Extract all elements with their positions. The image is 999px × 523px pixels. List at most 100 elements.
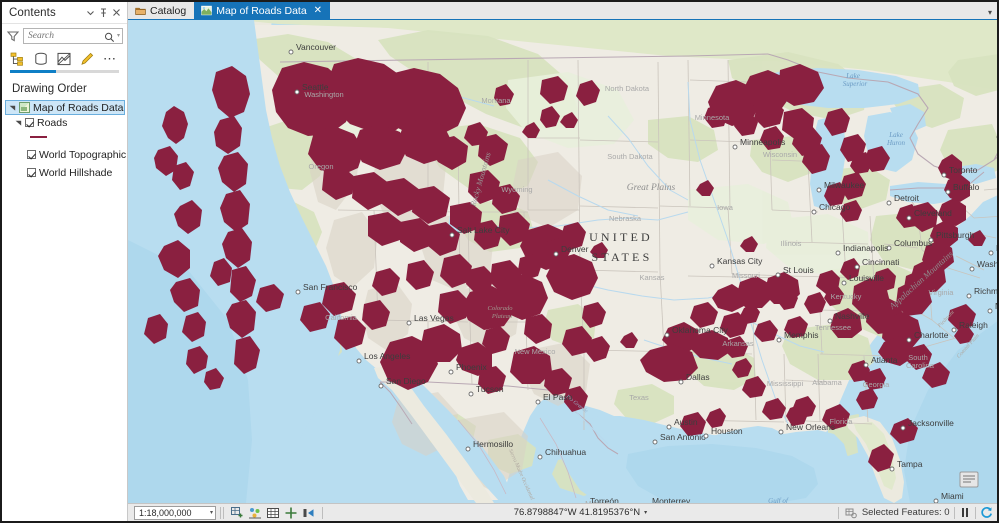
state-label: Iowa bbox=[717, 203, 734, 212]
selection-tool-icon[interactable] bbox=[230, 506, 244, 520]
city-marker[interactable] bbox=[449, 232, 455, 238]
city-marker[interactable] bbox=[295, 289, 301, 295]
city-marker[interactable] bbox=[732, 144, 738, 150]
city-marker[interactable] bbox=[886, 245, 892, 251]
city-marker[interactable] bbox=[854, 264, 860, 270]
refresh-icon[interactable] bbox=[980, 506, 993, 519]
map-icon bbox=[19, 102, 30, 113]
page-title: Contents bbox=[9, 6, 56, 19]
toc-item-world-topographic-map[interactable]: World Topographic Map bbox=[5, 147, 127, 162]
city-marker[interactable] bbox=[778, 429, 784, 435]
state-label: Minnesota bbox=[695, 113, 730, 122]
city-marker[interactable] bbox=[553, 251, 559, 257]
city-marker[interactable] bbox=[863, 362, 869, 368]
tab-map-of-roads-data[interactable]: Map of Roads Data ✕ bbox=[194, 2, 331, 19]
city-marker[interactable] bbox=[537, 454, 543, 460]
grid-tool-icon[interactable] bbox=[266, 506, 280, 520]
city-marker[interactable] bbox=[827, 318, 833, 324]
crosshair-icon[interactable] bbox=[284, 506, 298, 520]
filter-icon[interactable] bbox=[6, 29, 20, 43]
city-marker[interactable] bbox=[535, 399, 541, 405]
city-marker[interactable] bbox=[664, 332, 670, 338]
layer-checkbox-roads[interactable] bbox=[25, 118, 34, 127]
close-icon[interactable] bbox=[110, 6, 123, 20]
measure-tool-icon[interactable] bbox=[302, 506, 316, 520]
baja-california bbox=[374, 366, 494, 503]
city-label: Richmond bbox=[974, 286, 999, 296]
city-label: Charlotte bbox=[914, 330, 949, 340]
city-marker[interactable] bbox=[811, 209, 817, 215]
expander-icon[interactable] bbox=[14, 119, 22, 126]
tab-catalog[interactable]: Catalog bbox=[128, 2, 194, 19]
toc-item-world-hillshade[interactable]: World Hillshade bbox=[5, 165, 127, 180]
rivers bbox=[377, 75, 825, 445]
more-options-icon[interactable]: ⋯ bbox=[103, 50, 117, 66]
explore-tool-icon[interactable] bbox=[248, 506, 262, 520]
city-marker[interactable] bbox=[906, 337, 912, 343]
city-marker[interactable] bbox=[709, 263, 715, 269]
city-marker[interactable] bbox=[906, 215, 912, 221]
search-dropdown-icon[interactable]: ▾ bbox=[116, 33, 120, 39]
city-label: Cincinnati bbox=[862, 257, 899, 267]
city-marker[interactable] bbox=[448, 369, 454, 375]
close-icon[interactable]: ✕ bbox=[313, 5, 323, 16]
toc-item-roads[interactable]: Roads bbox=[5, 115, 127, 130]
list-by-editing-icon[interactable] bbox=[79, 51, 95, 67]
search-input[interactable]: ▾ bbox=[23, 27, 123, 44]
city-marker[interactable] bbox=[666, 424, 672, 430]
layer-checkbox-world-hillshade[interactable] bbox=[27, 168, 36, 177]
city-marker[interactable] bbox=[945, 189, 951, 195]
chevron-down-icon[interactable]: ▾ bbox=[209, 510, 213, 516]
city-marker[interactable] bbox=[900, 425, 906, 431]
city-marker[interactable] bbox=[889, 466, 895, 472]
city-marker[interactable] bbox=[841, 280, 847, 286]
list-by-drawing-order-icon[interactable] bbox=[10, 51, 26, 67]
pin-icon[interactable] bbox=[97, 6, 110, 20]
roads-layer bbox=[144, 58, 986, 472]
pause-drawing-icon[interactable] bbox=[961, 508, 969, 517]
city-label: Toronto bbox=[949, 165, 978, 175]
city-label: Louisville bbox=[849, 273, 884, 283]
city-marker[interactable] bbox=[951, 327, 957, 333]
city-marker[interactable] bbox=[294, 89, 300, 95]
city-marker[interactable] bbox=[988, 250, 994, 256]
city-marker[interactable] bbox=[987, 308, 993, 314]
city-marker[interactable] bbox=[468, 391, 474, 397]
toc-item-map-of-roads-data[interactable]: Map of Roads Data bbox=[5, 100, 125, 115]
expander-icon[interactable] bbox=[8, 104, 16, 111]
list-by-data-source-icon[interactable] bbox=[33, 51, 49, 67]
city-marker[interactable] bbox=[652, 439, 658, 445]
city-label: Salt Lake City bbox=[457, 225, 510, 235]
city-marker[interactable] bbox=[835, 250, 841, 256]
layer-checkbox-world-topographic-map[interactable] bbox=[27, 150, 36, 159]
city-marker[interactable] bbox=[406, 320, 412, 326]
city-label: Tucson bbox=[476, 384, 504, 394]
city-label: Torreón bbox=[590, 496, 619, 503]
search-field[interactable] bbox=[28, 30, 104, 41]
city-label: Los Angeles bbox=[364, 351, 410, 361]
city-marker[interactable] bbox=[288, 49, 294, 55]
city-marker[interactable] bbox=[703, 433, 709, 439]
city-marker[interactable] bbox=[941, 172, 947, 178]
map-scale-selector[interactable]: 1:18,000,000 ▾ bbox=[134, 505, 216, 520]
list-by-selection-icon[interactable] bbox=[56, 51, 72, 67]
city-marker[interactable] bbox=[933, 498, 939, 503]
chevron-down-icon[interactable]: ▾ bbox=[644, 510, 648, 516]
city-marker[interactable] bbox=[776, 337, 782, 343]
chevron-down-icon[interactable] bbox=[84, 6, 97, 20]
tab-overflow-icon[interactable]: ▾ bbox=[987, 8, 992, 17]
city-marker[interactable] bbox=[356, 358, 362, 364]
city-marker[interactable] bbox=[775, 272, 781, 278]
city-marker[interactable] bbox=[378, 383, 384, 389]
city-marker[interactable] bbox=[886, 200, 892, 206]
city-marker[interactable] bbox=[465, 446, 471, 452]
city-marker[interactable] bbox=[969, 266, 975, 272]
city-label: Miami bbox=[941, 491, 964, 501]
city-marker[interactable] bbox=[966, 293, 972, 299]
city-marker[interactable] bbox=[678, 379, 684, 385]
city-marker[interactable] bbox=[816, 187, 822, 193]
map-view[interactable]: UNITED STATES Great Plains Colorado Plateau A… bbox=[128, 20, 999, 503]
city-marker[interactable] bbox=[928, 237, 934, 243]
city-label: Monterrey bbox=[652, 496, 691, 503]
